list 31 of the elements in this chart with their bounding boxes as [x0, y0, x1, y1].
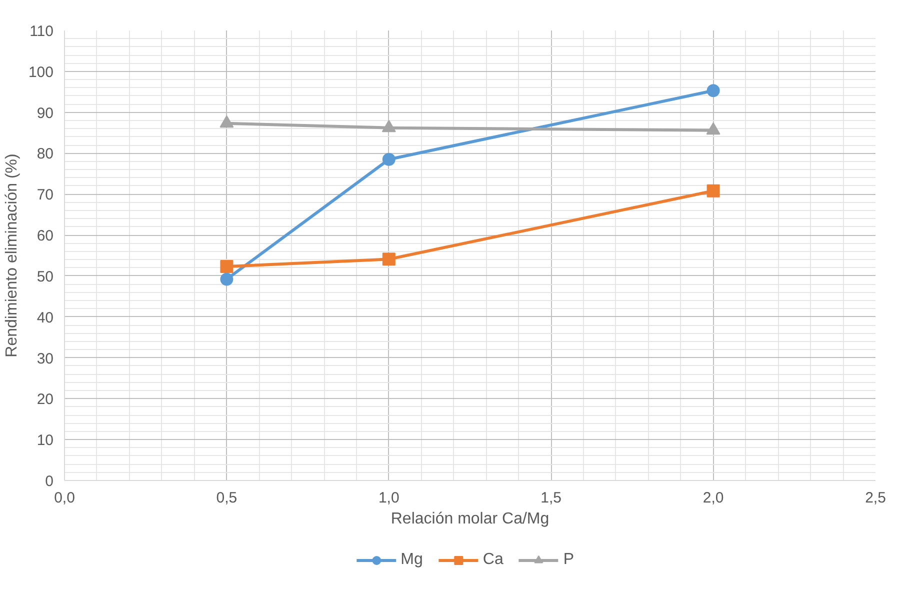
y-tick-label: 80	[36, 146, 54, 163]
legend-label: Mg	[400, 551, 423, 569]
y-axis-title: Rendimiento eliminación (%)	[3, 154, 20, 358]
x-tick-label: 2,0	[702, 490, 724, 506]
y-tick-label: 0	[45, 473, 54, 490]
y-tick-label: 70	[36, 186, 54, 204]
x-tick-label: 2,5	[865, 490, 886, 506]
point	[706, 184, 720, 198]
y-tick-label: 40	[36, 309, 54, 326]
y-tick-label: 110	[30, 23, 54, 40]
y-tick-label: 10	[36, 432, 54, 450]
y-tick-label: 60	[36, 228, 54, 245]
y-tick-label: 20	[36, 391, 54, 408]
x-tick-label: 1,0	[378, 490, 400, 506]
legend-label: P	[563, 551, 576, 569]
point	[382, 120, 396, 132]
point	[382, 152, 396, 166]
point	[706, 122, 720, 135]
point	[382, 252, 396, 266]
x-tick-label: 0,0	[54, 490, 75, 506]
x-tick-label: 0,5	[216, 490, 238, 506]
point	[220, 115, 234, 128]
x-tick-label: 1,5	[540, 490, 562, 506]
y-tick-label: 50	[36, 268, 54, 286]
x-axis-title: Relación molar Ca/Mg	[390, 510, 550, 528]
y-tick-label: 100	[28, 64, 54, 81]
legend-label: Ca	[482, 551, 504, 569]
point	[220, 260, 234, 274]
y-tick-label: 30	[36, 350, 54, 368]
point	[220, 272, 234, 286]
y-tick-label: 90	[36, 104, 54, 122]
